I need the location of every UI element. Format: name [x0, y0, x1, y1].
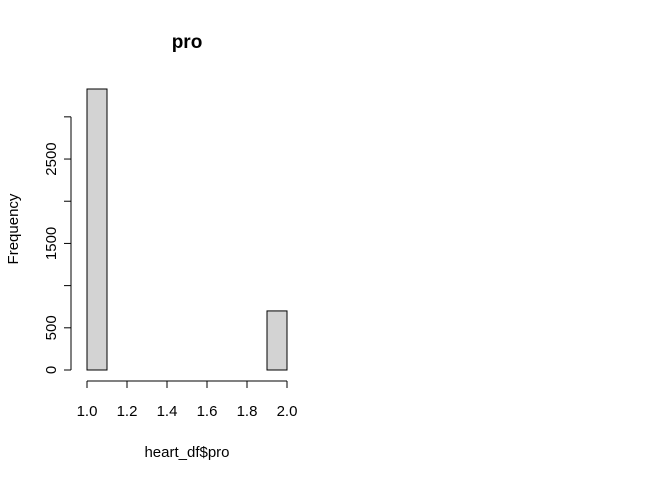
- y-tick-label-0: 0: [43, 366, 60, 374]
- x-tick-label-5: 2.0: [277, 403, 298, 420]
- y-tick-label-3: 1500: [43, 227, 60, 260]
- x-axis-label: heart_df$pro: [144, 444, 229, 461]
- histogram-bar-0: [86, 88, 108, 371]
- chart-title: pro: [172, 32, 203, 53]
- x-tick-label-0: 1.0: [77, 403, 98, 420]
- y-axis-label: Frequency: [5, 193, 22, 264]
- histogram-bar-9: [266, 310, 288, 371]
- y-axis: 0 500 1500 2500: [43, 116, 72, 374]
- y-tick-label-5: 2500: [43, 142, 60, 175]
- bars-group: [86, 88, 288, 371]
- x-tick-label-4: 1.8: [237, 403, 258, 420]
- x-tick-label-2: 1.4: [157, 403, 178, 420]
- x-axis: 1.0 1.2 1.4 1.6 1.8 2.0: [77, 380, 298, 420]
- y-tick-label-1: 500: [43, 315, 60, 340]
- x-tick-label-1: 1.2: [117, 403, 138, 420]
- x-tick-label-3: 1.6: [197, 403, 218, 420]
